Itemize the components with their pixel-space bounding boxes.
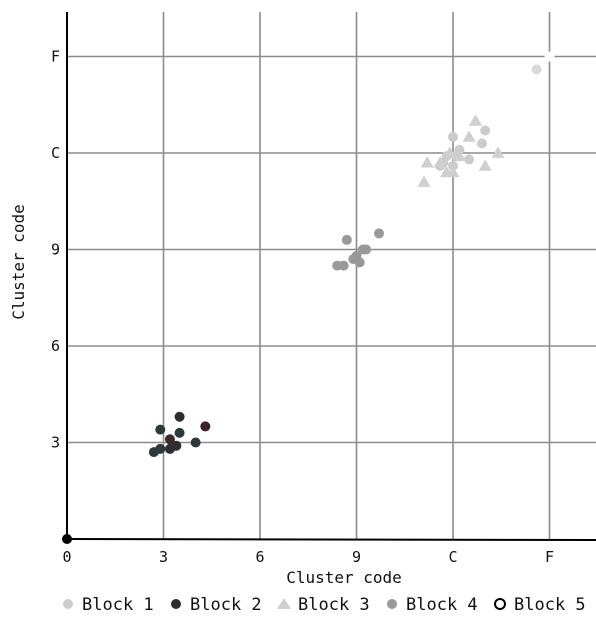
data-point bbox=[491, 146, 505, 158]
data-point bbox=[420, 156, 434, 168]
data-point bbox=[341, 234, 352, 245]
series-4 bbox=[332, 228, 385, 271]
x-tick-label: 0 bbox=[62, 548, 71, 566]
x-axis-line bbox=[66, 538, 596, 541]
data-point bbox=[464, 154, 475, 165]
axis-layer bbox=[66, 12, 596, 541]
data-point bbox=[62, 534, 72, 544]
legend-marker bbox=[387, 599, 397, 609]
x-tick-label: C bbox=[448, 548, 457, 566]
x-tick-label: 6 bbox=[255, 548, 264, 566]
legend-marker bbox=[277, 598, 291, 609]
data-point bbox=[452, 149, 466, 162]
x-tick-label: 3 bbox=[159, 548, 168, 566]
y-axis-label: Cluster code bbox=[9, 204, 28, 320]
data-point bbox=[174, 427, 185, 438]
y-tick-label: 3 bbox=[51, 434, 60, 452]
legend-marker bbox=[494, 598, 506, 610]
data-point bbox=[440, 165, 454, 178]
legend-label: Block 2 bbox=[190, 595, 262, 615]
y-tick-label: 9 bbox=[51, 241, 60, 259]
data-point bbox=[480, 125, 491, 136]
data-point bbox=[200, 421, 211, 432]
points-layer bbox=[62, 51, 555, 544]
y-tick-label: F bbox=[51, 48, 60, 66]
data-point bbox=[544, 51, 555, 62]
legend-label: Block 5 bbox=[514, 595, 586, 615]
x-axis-label: Cluster code bbox=[286, 568, 402, 587]
data-point bbox=[469, 114, 483, 126]
series-2 bbox=[148, 411, 211, 458]
legend-label: Block 4 bbox=[406, 595, 478, 615]
data-point bbox=[164, 443, 175, 454]
x-tick-label: F bbox=[545, 548, 554, 566]
legend-marker bbox=[63, 599, 73, 609]
data-point bbox=[462, 130, 476, 142]
legend-item-1: Block 1 bbox=[63, 595, 154, 615]
data-point bbox=[164, 434, 175, 445]
data-point bbox=[338, 260, 349, 271]
data-point bbox=[155, 443, 166, 454]
y-tick-label: 6 bbox=[51, 337, 60, 355]
series-5 bbox=[62, 51, 555, 544]
legend-item-5: Block 5 bbox=[494, 595, 586, 615]
data-point bbox=[478, 159, 492, 171]
series-3 bbox=[417, 114, 505, 187]
legend: Block 1 Block 2 Block 3 Block 4 Block 5 bbox=[63, 595, 586, 615]
tick-labels: 0 3 6 9 C F 3 6 9 C F bbox=[51, 48, 554, 567]
data-point bbox=[531, 64, 542, 75]
legend-item-2: Block 2 bbox=[171, 595, 262, 615]
data-point bbox=[433, 156, 447, 168]
data-point bbox=[155, 424, 166, 435]
x-tick-label: 9 bbox=[352, 548, 361, 566]
legend-label: Block 3 bbox=[298, 595, 370, 615]
grid-layer bbox=[68, 12, 596, 540]
data-point bbox=[357, 244, 368, 255]
data-point bbox=[354, 257, 365, 268]
legend-item-3: Block 3 bbox=[277, 595, 370, 615]
data-point bbox=[174, 411, 185, 422]
legend-label: Block 1 bbox=[82, 595, 154, 615]
data-point bbox=[443, 146, 457, 158]
data-point bbox=[190, 437, 201, 448]
data-point bbox=[448, 131, 458, 142]
legend-item-4: Block 4 bbox=[387, 595, 478, 615]
data-point bbox=[476, 138, 487, 149]
data-point bbox=[417, 175, 431, 187]
legend-marker bbox=[171, 599, 181, 609]
data-point bbox=[374, 228, 385, 239]
y-tick-label: C bbox=[51, 144, 60, 162]
